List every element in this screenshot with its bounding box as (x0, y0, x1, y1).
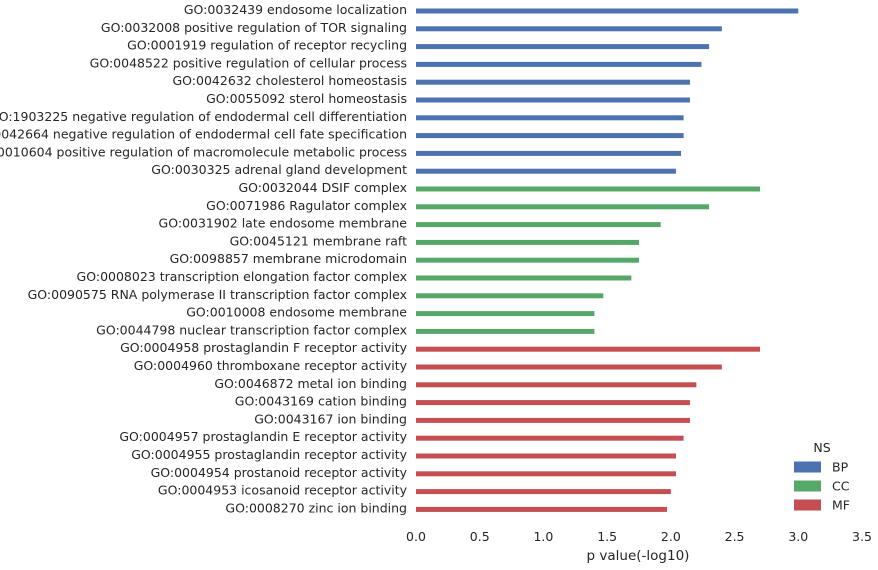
x-tick-label: 2.5 (725, 529, 745, 544)
category-label: GO:0048522 positive regulation of cellul… (90, 55, 407, 70)
x-axis-ticks: 0.0 0.5 1.0 1.5 2.0 2.5 3.0 3.5 (406, 529, 872, 544)
category-label: GO:0004958 prostaglandin F receptor acti… (120, 340, 408, 355)
category-label: GO:0045121 membrane raft (230, 233, 408, 248)
bar-bp (416, 115, 684, 121)
legend-label: BP (832, 460, 849, 475)
category-label: GO:0090575 RNA polymerase II transcripti… (28, 287, 407, 302)
bar-cc (416, 222, 661, 228)
bar-cc (416, 204, 710, 210)
bar-cc (416, 311, 595, 317)
legend-swatch (794, 461, 821, 473)
bar-bp (416, 150, 682, 156)
x-tick-label: 0.5 (470, 529, 490, 544)
category-label: GO:0046872 metal ion binding (214, 376, 407, 391)
bar-bp (416, 79, 690, 85)
bar-mf (416, 346, 761, 352)
category-label: GO:0098857 membrane microdomain (170, 251, 407, 266)
bar-mf (416, 489, 671, 495)
bar-bp (416, 97, 690, 103)
bar-cc (416, 293, 604, 299)
legend-swatch (794, 499, 821, 511)
bar-cc (416, 239, 639, 245)
x-axis-title: p value(-log10) (587, 548, 690, 564)
bar-bp (416, 168, 676, 174)
bar-cc (416, 275, 632, 281)
bar-mf (416, 417, 690, 423)
category-label: GO:0044798 nuclear transcription factor … (96, 322, 407, 337)
bar-mf (416, 471, 676, 477)
category-labels: GO:0032439 endosome localization GO:00320… (0, 2, 408, 515)
bar-mf (416, 453, 676, 459)
bar-bp (416, 26, 722, 32)
category-label: GO:0031902 late endosome membrane (159, 216, 408, 231)
bar-cc (416, 328, 595, 334)
category-label: GO:0043169 cation binding (235, 394, 407, 409)
bar-mf (416, 400, 690, 406)
legend-title: NS (813, 440, 830, 455)
bar-bp (416, 133, 684, 139)
category-label: GO:0030325 adrenal gland development (151, 162, 407, 177)
bar-mf (416, 435, 684, 441)
x-tick-label: 3.5 (852, 529, 872, 544)
legend: NS BP CC MF (794, 440, 850, 513)
x-tick-label: 0.0 (406, 529, 426, 544)
legend-label: CC (832, 479, 850, 494)
x-tick-label: 1.0 (533, 529, 553, 544)
bar-cc (416, 186, 761, 192)
category-label: GO:0055092 sterol homeostasis (206, 91, 407, 106)
category-label: GO:0004954 prostanoid receptor activity (151, 465, 408, 480)
bars (416, 8, 799, 512)
category-label: GO:0010008 endosome membrane (186, 305, 407, 320)
category-label: GO:0032439 endosome localization (184, 2, 407, 17)
x-tick-label: 2.0 (661, 529, 681, 544)
category-label: GO:0071986 Ragulator complex (206, 198, 407, 213)
bar-mf (416, 364, 722, 370)
category-label: GO:0010604 positive regulation of macrom… (0, 144, 407, 159)
category-label: GO:0042664 negative regulation of endode… (0, 127, 407, 142)
legend-label: MF (832, 498, 850, 513)
bar-bp (416, 61, 702, 67)
bar-mf (416, 382, 697, 388)
legend-swatch (794, 480, 821, 492)
bar-mf (416, 506, 668, 512)
category-label: GO:0004957 prostaglandin E receptor acti… (119, 429, 407, 444)
x-tick-label: 3.0 (788, 529, 808, 544)
category-label: GO:0001919 regulation of receptor recycl… (127, 38, 407, 53)
category-label: GO:0042632 cholesterol homeostasis (173, 73, 408, 88)
category-label: GO:0004955 prostaglandin receptor activi… (131, 447, 407, 462)
category-label: GO:0008270 zinc ion binding (225, 500, 407, 515)
category-label: GO:0004953 icosanoid receptor activity (158, 483, 408, 498)
category-label: GO:0043167 ion binding (254, 411, 407, 426)
x-tick-label: 1.5 (597, 529, 617, 544)
category-label: GO:0032008 positive regulation of TOR si… (101, 20, 407, 35)
bar-bp (416, 8, 799, 14)
category-label: GO:0032044 DSIF complex (238, 180, 407, 195)
category-label: GO:1903225 negative regulation of endode… (0, 109, 407, 124)
category-label: GO:0004960 thromboxane receptor activity (134, 358, 408, 373)
bar-cc (416, 257, 639, 263)
bar-bp (416, 44, 710, 50)
category-label: GO:0008023 transcription elongation fact… (77, 269, 407, 284)
